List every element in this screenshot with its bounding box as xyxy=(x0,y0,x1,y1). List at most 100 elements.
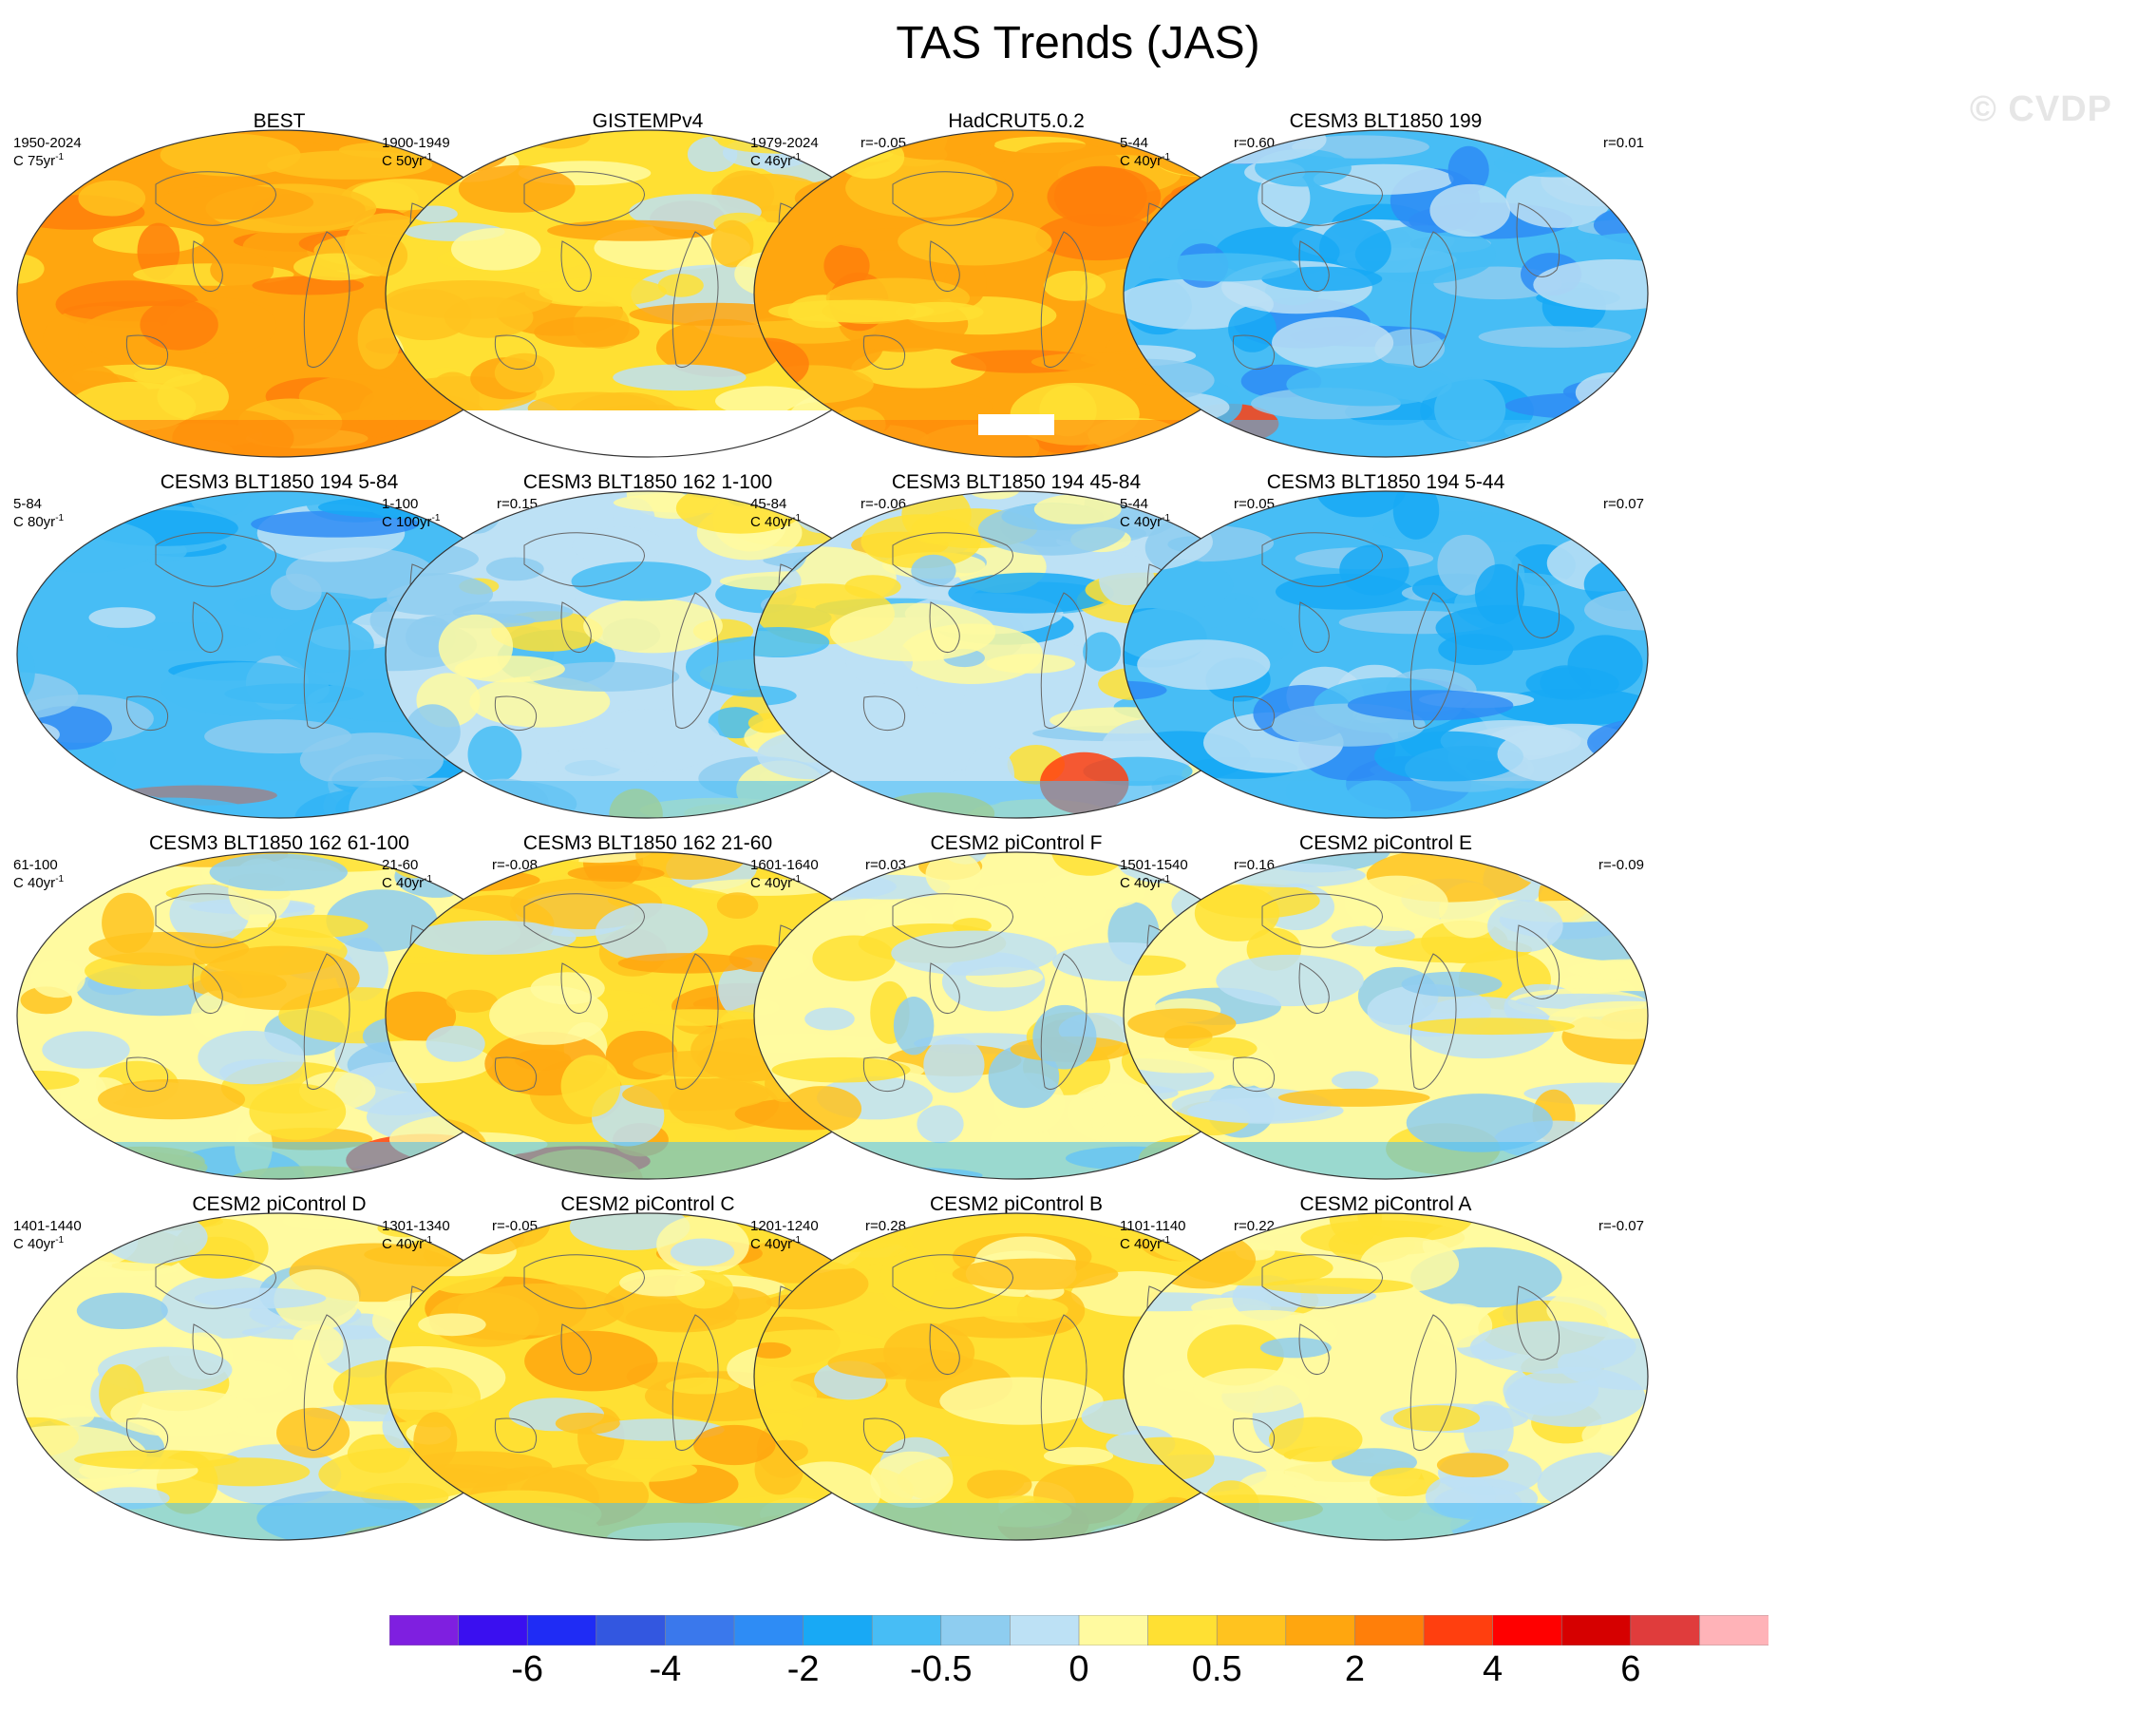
trend-anomaly-blob xyxy=(617,953,753,974)
trend-anomaly-blob xyxy=(437,852,515,877)
colorbar-segment xyxy=(1423,1615,1494,1645)
trend-anomaly-blob xyxy=(870,1451,954,1509)
coastline xyxy=(125,1417,168,1453)
trend-anomaly-blob xyxy=(898,217,1052,266)
trend-anomaly-blob xyxy=(1099,555,1155,606)
trend-anomaly-blob xyxy=(30,959,85,999)
trend-anomaly-blob xyxy=(586,1458,697,1482)
coastline xyxy=(192,240,223,292)
coastline xyxy=(1298,601,1330,653)
trend-anomaly-blob xyxy=(1611,414,1648,432)
panel-title: CESM3 BLT1850 199 xyxy=(1289,110,1483,132)
trend-anomaly-blob xyxy=(911,554,956,587)
trend-anomaly-blob xyxy=(88,931,250,966)
panel-years: 61-100 xyxy=(13,857,58,873)
panel-units: C 75yr-1 xyxy=(13,152,64,169)
trend-anomaly-blob xyxy=(625,1303,738,1333)
coastline xyxy=(125,1056,168,1092)
trend-anomaly-blob xyxy=(1130,491,1288,504)
trend-anomaly-blob xyxy=(851,348,987,389)
coastline xyxy=(125,695,168,731)
trend-anomaly-blob xyxy=(1487,900,1563,953)
coastline xyxy=(523,171,645,226)
trend-anomaly-blob xyxy=(110,1389,257,1437)
coastline xyxy=(303,953,350,1090)
trend-anomaly-blob xyxy=(1194,885,1280,942)
panel-title: CESM2 piControl D xyxy=(192,1193,367,1215)
panel-units: C 40yr-1 xyxy=(1120,513,1170,530)
trend-anomaly-blob xyxy=(17,519,157,573)
colorbar-segment xyxy=(803,1615,874,1645)
panel-units: C 46yr-1 xyxy=(750,152,801,169)
southern-ocean-band xyxy=(1124,420,1648,457)
panel-units-text: C 40yr xyxy=(1120,875,1163,891)
trend-anomaly-blob xyxy=(386,991,457,1041)
trend-anomaly-blob xyxy=(754,130,855,171)
coastline xyxy=(892,1254,1013,1309)
trend-anomaly-blob xyxy=(161,662,330,716)
units-exponent: -1 xyxy=(1162,513,1171,523)
trend-field xyxy=(1124,1213,1648,1540)
trend-anomaly-blob xyxy=(572,526,665,565)
trend-anomaly-blob xyxy=(52,130,162,165)
panel-correlation: r=-0.09 xyxy=(1598,857,1644,873)
panel-years: 1101-1140 xyxy=(1120,1218,1186,1234)
trend-anomaly-blob xyxy=(1347,690,1514,721)
trend-anomaly-blob xyxy=(619,1269,705,1297)
colorbar-tick-label: -2 xyxy=(786,1649,820,1689)
coastline xyxy=(1298,240,1330,292)
trend-anomaly-blob xyxy=(754,766,839,796)
trend-anomaly-blob xyxy=(1474,563,1525,625)
trend-anomaly-blob xyxy=(754,365,874,404)
trend-anomaly-blob xyxy=(1583,589,1648,631)
trend-anomaly-blob xyxy=(1137,639,1271,690)
trend-anomaly-blob xyxy=(567,865,665,882)
coastline xyxy=(1261,532,1383,587)
trend-anomaly-blob xyxy=(1268,1417,1363,1462)
trend-anomaly-blob xyxy=(1370,1467,1441,1496)
trend-anomaly-blob xyxy=(459,1222,525,1255)
trend-anomaly-blob xyxy=(536,748,657,776)
trend-anomaly-blob xyxy=(326,889,438,952)
trend-anomaly-blob xyxy=(754,1033,889,1054)
units-exponent: -1 xyxy=(1162,874,1171,885)
coastline xyxy=(1232,1056,1275,1092)
trend-anomaly-blob xyxy=(691,879,836,896)
coastline xyxy=(523,893,645,948)
trend-anomaly-blob xyxy=(1359,1237,1460,1292)
panel-title: CESM3 BLT1850 162 61-100 xyxy=(149,832,409,854)
trend-anomaly-blob xyxy=(633,1050,769,1077)
panel-units-text: C 40yr xyxy=(13,875,56,891)
panel-units-text: C 40yr xyxy=(382,875,425,891)
coastline xyxy=(560,601,592,653)
coastline xyxy=(929,601,960,653)
trend-anomaly-blob xyxy=(534,316,640,348)
trend-anomaly-blob xyxy=(386,867,540,892)
panel-correlation: r=0.03 xyxy=(865,857,906,873)
trend-anomaly-blob xyxy=(1505,171,1612,228)
map-panel: CESM3 BLT1850 194 5-44 5-44 C 40yr-1 r=0.07 xyxy=(1120,469,1652,823)
panel-units: C 40yr-1 xyxy=(1120,1235,1170,1252)
trend-anomaly-blob xyxy=(766,527,808,573)
trend-anomaly-blob xyxy=(923,1036,985,1094)
colorbar-tick-label: 4 xyxy=(1483,1649,1504,1689)
coastline xyxy=(155,532,276,587)
panel-units-text: C 100yr xyxy=(382,514,432,530)
trend-anomaly-blob xyxy=(571,561,711,601)
trend-anomaly-blob xyxy=(1409,1018,1575,1036)
trend-anomaly-blob xyxy=(1124,1213,1183,1240)
trend-anomaly-blob xyxy=(386,414,404,456)
trend-anomaly-blob xyxy=(270,573,322,611)
map-border xyxy=(1123,490,1649,819)
trend-anomaly-blob xyxy=(1575,371,1648,413)
trend-anomaly-blob xyxy=(1124,852,1229,885)
trend-anomaly-blob xyxy=(17,529,73,551)
trend-anomaly-blob xyxy=(388,1367,481,1428)
trend-anomaly-blob xyxy=(754,627,830,657)
trend-anomaly-blob xyxy=(595,903,709,961)
units-exponent: -1 xyxy=(55,152,65,162)
panel-units: C 40yr-1 xyxy=(382,1235,432,1252)
trend-anomaly-blob xyxy=(754,794,853,818)
coastline xyxy=(523,1254,645,1309)
panel-units-text: C 40yr xyxy=(1120,153,1163,169)
